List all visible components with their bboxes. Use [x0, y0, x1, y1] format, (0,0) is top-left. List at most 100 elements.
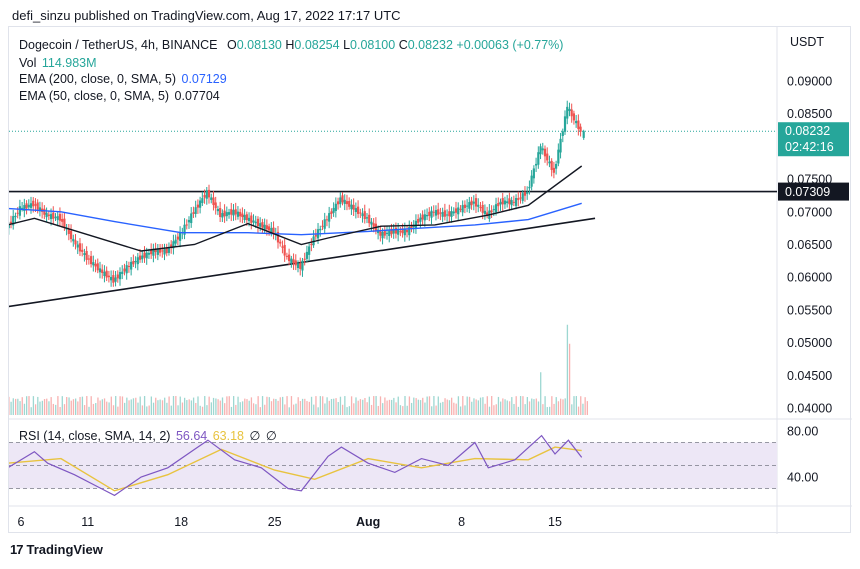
- candle-body: [123, 268, 126, 272]
- candle-body: [483, 210, 487, 215]
- volume-bar: [146, 406, 148, 415]
- volume-bar: [519, 396, 522, 415]
- candle-body: [550, 160, 553, 170]
- price-chart[interactable]: USDT0.090000.085000.075000.070000.065000…: [9, 27, 852, 534]
- candle-body: [76, 244, 79, 248]
- volume-bar: [537, 401, 540, 415]
- volume-bar: [364, 398, 366, 415]
- symbol-title[interactable]: Dogecoin / TetherUS, 4h, BINANCE: [19, 38, 218, 52]
- candle-body: [461, 205, 464, 213]
- candle-body: [49, 214, 53, 220]
- candle-body: [103, 271, 106, 276]
- volume-bar: [315, 396, 317, 415]
- volume-bar: [317, 407, 319, 415]
- volume-bar: [415, 398, 417, 415]
- volume-bar: [290, 396, 293, 415]
- price-tick-label: 0.07000: [787, 205, 832, 219]
- volume-bar: [286, 396, 288, 415]
- candle-body: [101, 269, 104, 273]
- candle-body: [539, 146, 542, 155]
- candle-body: [32, 200, 35, 207]
- volume-bar: [230, 406, 233, 415]
- candle-body: [230, 209, 233, 215]
- volume-bar: [451, 397, 453, 415]
- candle-body: [308, 246, 311, 255]
- volume-bar: [533, 399, 535, 415]
- volume-bar: [61, 396, 63, 415]
- ema200-legend[interactable]: EMA (200, close, 0, SMA, 5) 0.07129: [19, 72, 227, 86]
- tradingview-logo-icon: 17: [10, 542, 24, 557]
- ema50-line: [9, 165, 583, 252]
- chart-panel: USDT 0.09000 0.08500 0.07500 0.07000 0.06500 0…: [8, 26, 852, 534]
- volume-bar: [9, 396, 10, 415]
- candle-body: [437, 209, 440, 215]
- time-tick-label: 25: [268, 515, 282, 529]
- volume-bar: [399, 405, 402, 415]
- volume-bar: [101, 399, 103, 415]
- volume-bar: [482, 397, 484, 415]
- candle-body: [261, 222, 264, 228]
- candle-body: [110, 276, 113, 281]
- candle-body: [138, 255, 142, 260]
- level-price-badge: [778, 182, 849, 201]
- candle-body: [69, 230, 73, 240]
- volume-bar: [161, 400, 164, 415]
- candle-body: [163, 248, 166, 255]
- candle-body: [356, 206, 360, 214]
- candle-body: [288, 254, 291, 262]
- candle-body: [118, 272, 122, 280]
- candle-body: [199, 200, 202, 208]
- candle-body: [281, 246, 284, 248]
- volume-bar: [244, 398, 246, 415]
- candle-body: [481, 204, 484, 213]
- volume-bar: [422, 397, 424, 415]
- volume-bar: [179, 396, 181, 415]
- candle-body: [566, 106, 569, 119]
- candle-body: [141, 255, 144, 260]
- candle-body: [239, 211, 242, 217]
- candle-body: [205, 190, 208, 199]
- volume-bar: [350, 396, 353, 415]
- volume-bar: [186, 400, 188, 415]
- candle-body: [503, 200, 507, 205]
- candle-body: [18, 206, 21, 216]
- candle-body: [9, 224, 10, 229]
- volume-bar: [584, 397, 586, 415]
- volume-bar: [402, 406, 404, 415]
- time-tick-label: Aug: [356, 515, 380, 529]
- volume-bar: [288, 407, 290, 415]
- volume-bar: [408, 396, 411, 415]
- candle-body: [390, 228, 393, 235]
- volume-bar: [479, 397, 482, 415]
- candle-body: [96, 263, 99, 271]
- candle-body: [279, 241, 282, 244]
- ema50-legend[interactable]: EMA (50, close, 0, SMA, 5) 0.07704: [19, 89, 220, 103]
- candle-body: [334, 203, 337, 212]
- tradingview-logo[interactable]: 17 TradingView: [10, 542, 103, 557]
- candle-body: [555, 163, 558, 169]
- candle-body: [363, 211, 366, 220]
- low-value: 0.08100: [350, 38, 396, 52]
- candle-body: [63, 218, 66, 229]
- candle-body: [543, 148, 547, 157]
- volume-bar: [339, 396, 342, 415]
- volume-bar: [201, 406, 204, 415]
- volume-bar: [566, 324, 569, 415]
- candle-body: [190, 213, 193, 224]
- candle-body: [194, 207, 197, 214]
- candle-body: [87, 258, 90, 260]
- volume-bar: [241, 401, 244, 415]
- volume-bar: [141, 405, 144, 415]
- candle-body: [497, 203, 500, 207]
- volume-bar: [75, 398, 77, 415]
- candle-body: [468, 202, 471, 209]
- candle-body: [517, 198, 520, 201]
- volume-bar: [195, 402, 197, 415]
- volume-bar: [448, 400, 451, 415]
- candle-body: [546, 153, 549, 161]
- volume-legend[interactable]: Vol 114.983M: [19, 56, 97, 70]
- volume-bar: [330, 398, 333, 415]
- ema50-label: EMA (50, close, 0, SMA, 5): [19, 89, 170, 103]
- rsi-legend[interactable]: RSI (14, close, SMA, 14, 2) 56.64 63.18 …: [19, 428, 277, 443]
- candle-body: [221, 213, 224, 218]
